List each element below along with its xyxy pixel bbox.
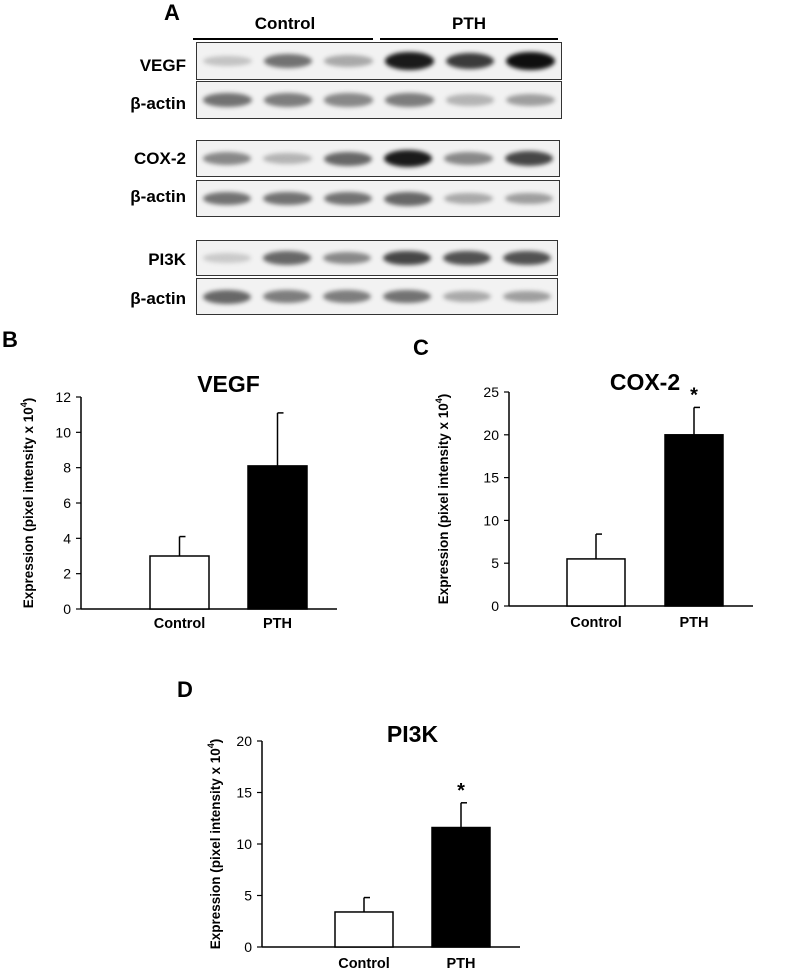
bar bbox=[664, 434, 724, 607]
y-tick-label: 15 bbox=[236, 785, 252, 801]
blot-band bbox=[504, 150, 553, 167]
blot-band bbox=[503, 290, 551, 303]
group-label-pth: PTH bbox=[452, 14, 486, 33]
blot-label-vegf: VEGF bbox=[139, 56, 186, 75]
y-tick-label: 12 bbox=[55, 389, 71, 405]
category-label: Control bbox=[154, 616, 206, 632]
blot-band bbox=[445, 52, 495, 70]
blot-band bbox=[385, 93, 434, 107]
y-tick-label: 0 bbox=[491, 598, 499, 614]
bar bbox=[566, 558, 626, 607]
bar bbox=[149, 555, 210, 610]
y-axis-label: Expression (pixel intensity x 104) bbox=[206, 739, 223, 950]
category-label: PTH bbox=[447, 956, 476, 972]
significance-marker: * bbox=[457, 780, 465, 802]
blot-band bbox=[506, 52, 555, 70]
blot-band bbox=[203, 253, 251, 263]
blot-band bbox=[384, 149, 433, 168]
y-tick-label: 5 bbox=[244, 888, 252, 904]
bar bbox=[247, 465, 308, 610]
blot-strip-actin-2 bbox=[196, 180, 560, 217]
significance-marker: * bbox=[690, 384, 698, 406]
blot-band bbox=[263, 289, 311, 304]
bar bbox=[431, 826, 491, 948]
group-label-control: Control bbox=[254, 14, 316, 33]
blot-label-pi3k: PI3K bbox=[148, 250, 186, 269]
chart-title: COX-2 bbox=[610, 369, 680, 395]
blot-band bbox=[384, 191, 433, 206]
panel-letter-c: C bbox=[413, 335, 429, 360]
blot-band bbox=[383, 250, 431, 266]
blot-band bbox=[263, 93, 313, 107]
y-tick-label: 6 bbox=[63, 495, 71, 511]
bar bbox=[334, 911, 394, 948]
blot-band bbox=[503, 250, 551, 266]
chart-title: VEGF bbox=[197, 371, 260, 397]
blot-band bbox=[203, 55, 252, 67]
blot-band bbox=[263, 191, 312, 206]
y-tick-label: 10 bbox=[236, 836, 252, 852]
category-label: Control bbox=[570, 615, 622, 631]
blot-label-actin-3: β-actin bbox=[130, 289, 186, 308]
blot-band bbox=[443, 250, 491, 266]
category-label: Control bbox=[338, 956, 390, 972]
blot-band bbox=[385, 52, 434, 70]
y-axis-label: Expression (pixel intensity x 104) bbox=[434, 394, 451, 605]
blot-band bbox=[323, 251, 371, 265]
blot-band bbox=[263, 153, 312, 164]
group-line-pth bbox=[380, 38, 558, 40]
blot-band bbox=[263, 251, 311, 265]
blot-band bbox=[203, 93, 252, 107]
blot-label-actin-2: β-actin bbox=[130, 187, 186, 206]
blot-band bbox=[323, 191, 372, 206]
chart-title: PI3K bbox=[387, 721, 439, 747]
y-axis-label: Expression (pixel intensity x 104) bbox=[19, 398, 36, 609]
y-tick-label: 10 bbox=[483, 512, 499, 528]
blot-band bbox=[203, 191, 252, 206]
y-tick-label: 0 bbox=[244, 939, 252, 955]
blot-strip-cox2 bbox=[196, 140, 560, 177]
blot-band bbox=[506, 93, 555, 107]
blot-strip-pi3k bbox=[196, 240, 558, 276]
y-tick-label: 20 bbox=[483, 427, 499, 443]
blot-band bbox=[504, 192, 553, 205]
y-tick-label: 15 bbox=[483, 470, 499, 486]
y-tick-label: 10 bbox=[55, 424, 71, 440]
blot-band bbox=[444, 192, 493, 205]
y-tick-label: 20 bbox=[236, 733, 252, 749]
y-tick-label: 2 bbox=[63, 566, 71, 582]
blot-band bbox=[203, 152, 252, 165]
blot-band bbox=[203, 289, 251, 304]
panel-letter-a: A bbox=[164, 0, 180, 25]
blot-band bbox=[324, 93, 373, 107]
panel-letter-b: B bbox=[2, 327, 18, 352]
category-label: PTH bbox=[680, 615, 709, 631]
y-tick-label: 25 bbox=[483, 384, 499, 400]
y-tick-label: 8 bbox=[63, 460, 71, 476]
chart-cox2: COX-2 0 5 10 15 20 25 Expression (pixel intensi… bbox=[434, 369, 753, 631]
panel-letter-d: D bbox=[177, 677, 193, 702]
y-tick-label: 0 bbox=[63, 601, 71, 617]
group-line-control bbox=[193, 38, 373, 40]
chart-vegf: VEGF 0 2 4 6 8 10 12 Expression (pixel intensity… bbox=[19, 371, 337, 632]
blot-band bbox=[323, 289, 371, 304]
blot-band bbox=[383, 289, 431, 304]
blot-label-cox2: COX-2 bbox=[134, 149, 186, 168]
blot-strip-vegf bbox=[196, 42, 562, 80]
blot-band bbox=[443, 290, 491, 303]
category-label: PTH bbox=[263, 616, 292, 632]
blot-strip-actin-1 bbox=[196, 81, 562, 119]
chart-pi3k: PI3K 0 5 10 15 20 Expression (pixel intensity … bbox=[206, 721, 520, 972]
blot-label-actin-1: β-actin bbox=[130, 94, 186, 113]
blot-band bbox=[323, 151, 372, 166]
blot-strip-actin-3 bbox=[196, 278, 558, 315]
y-tick-label: 4 bbox=[63, 530, 71, 546]
y-tick-label: 5 bbox=[491, 555, 499, 571]
blot-band bbox=[444, 152, 493, 165]
blot-band bbox=[263, 54, 313, 68]
blot-band bbox=[324, 55, 373, 67]
blot-band bbox=[445, 94, 495, 106]
